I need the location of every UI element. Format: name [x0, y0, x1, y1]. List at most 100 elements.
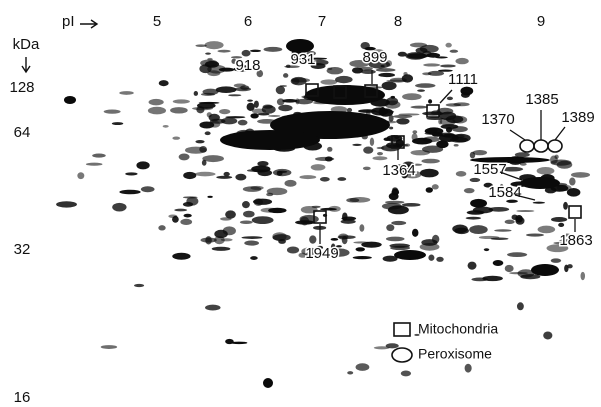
gel-spot: [266, 187, 288, 196]
gel-spot: [482, 275, 503, 282]
gel-spot: [483, 248, 490, 252]
gel-spot: [368, 60, 391, 69]
gel-spot: [310, 62, 326, 69]
gel-spot: [446, 96, 453, 101]
spot-label: 1111: [448, 71, 478, 88]
gel-spot: [237, 119, 248, 126]
gel-spot: [536, 166, 555, 175]
gel-spot: [172, 252, 191, 260]
gel-spot: [376, 146, 385, 149]
gel-spot: [483, 182, 493, 188]
gel-spot: [214, 229, 228, 239]
kda-tick: 128: [9, 79, 34, 96]
gel-spot: [492, 259, 504, 267]
gel-spot: [558, 222, 565, 227]
spot-label: 1389: [561, 109, 594, 126]
gel-spot: [218, 67, 235, 72]
gel-spot: [431, 184, 439, 190]
gel-spot: [252, 198, 273, 205]
gel-spot: [421, 158, 440, 164]
gel-spot: [378, 72, 396, 78]
gel-spot: [268, 114, 281, 117]
gel-spot: [279, 84, 288, 88]
gel-spot: [251, 108, 267, 114]
gel-spot: [230, 56, 243, 59]
leader-line: [554, 126, 566, 141]
gel-spot: [400, 370, 412, 377]
spot-label: 1557: [473, 161, 506, 178]
gel-spot: [196, 102, 216, 109]
gel-spot: [364, 46, 376, 51]
pi-arrow: [80, 19, 99, 29]
gel-spot: [250, 113, 259, 119]
gel-spot: [372, 156, 388, 161]
gel-spot: [278, 104, 293, 112]
gel-spot: [306, 51, 316, 56]
gel-spot: [410, 149, 431, 156]
gel-spot: [454, 227, 469, 235]
gel-spot: [558, 239, 579, 242]
leader-line: [439, 89, 453, 104]
gel-spot: [516, 210, 535, 213]
gel-spot: [440, 64, 456, 68]
gel-spot: [389, 243, 411, 248]
gel-spot: [275, 85, 286, 95]
gel-spot: [514, 152, 530, 158]
leader-line: [514, 194, 536, 201]
gel-spot: [119, 91, 134, 95]
gel-spot: [467, 261, 477, 270]
gel-spot: [284, 65, 300, 68]
gel-spot: [445, 103, 461, 107]
gel-spot: [77, 172, 85, 180]
gel-spot: [235, 173, 247, 181]
gel-spot: [215, 86, 237, 94]
gel-spot: [419, 168, 439, 178]
mitochondria-marker: [305, 83, 319, 97]
gel-spot: [449, 49, 459, 53]
gel-spot: [352, 143, 362, 146]
gel-spot: [532, 201, 546, 204]
gel-spot: [414, 333, 420, 337]
gel-spot: [355, 363, 370, 371]
gel-spot: [219, 108, 231, 115]
gel-spot: [298, 252, 307, 258]
gel-spot: [168, 214, 178, 218]
gel-spot: [241, 236, 263, 239]
gel-spot: [257, 160, 269, 167]
gel-spot: [346, 107, 353, 113]
gel-spot: [282, 99, 298, 103]
gel-spot: [320, 79, 338, 85]
gel-spot: [256, 69, 264, 78]
gel-spot: [209, 120, 221, 128]
gel-spot: [278, 239, 286, 244]
gel-spot: [347, 371, 354, 375]
gel-spot: [543, 331, 553, 340]
gel-spot: [381, 144, 401, 152]
gel-spot: [404, 143, 411, 147]
gel-spot: [450, 137, 469, 143]
gel-spot: [330, 243, 336, 251]
gel-spot: [193, 91, 199, 96]
gel-spot: [223, 171, 230, 177]
gel-spot: [377, 152, 383, 156]
gel-spot: [566, 188, 581, 197]
gel-spot: [174, 208, 188, 212]
gel-spot: [217, 49, 231, 53]
gel-spot: [251, 216, 274, 225]
gel-spot: [391, 220, 407, 226]
spot-label: 918: [235, 57, 260, 74]
gel-spot: [148, 98, 164, 106]
gel-spot: [470, 198, 488, 208]
gel-spot: [295, 98, 300, 105]
gel-spot: [437, 132, 455, 137]
gel-spot: [381, 81, 397, 91]
gel-spot: [220, 217, 232, 221]
gel-spot: [401, 161, 415, 170]
gel-spots: [56, 39, 591, 388]
gel-spot: [410, 105, 428, 109]
gel-spot: [239, 220, 253, 225]
peroxisome-marker: [533, 139, 549, 153]
gel-spot: [570, 172, 591, 178]
pi-tick: 7: [318, 13, 326, 30]
